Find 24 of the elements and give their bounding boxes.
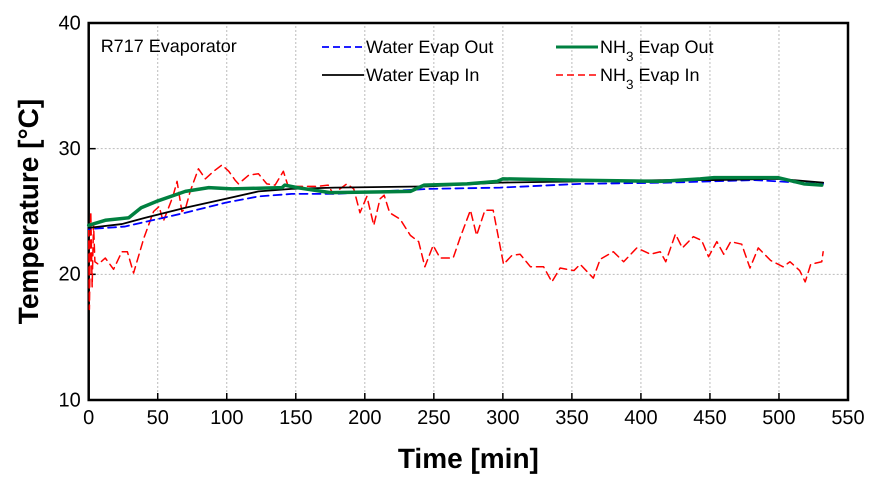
legend-label: NH$_{3}$ Evap In <box>600 65 700 92</box>
x-tick-label: 500 <box>762 407 796 430</box>
y-axis-title: Temperature [°C] <box>13 98 44 324</box>
x-tick-label: 0 <box>83 407 94 430</box>
line-series <box>88 164 824 310</box>
y-tick-label: 30 <box>58 138 81 160</box>
x-tick-label: 350 <box>555 407 589 430</box>
legend-label: Water Evap Out <box>366 37 494 57</box>
y-tick-label: 40 <box>58 12 81 34</box>
x-tick-label: 300 <box>486 407 520 430</box>
x-tick-label: 400 <box>624 407 658 430</box>
x-tick-label: 100 <box>210 407 244 430</box>
x-axis-title: Time [min] <box>398 443 539 474</box>
x-tick-label: 550 <box>831 407 865 430</box>
x-tick-label: 50 <box>146 407 169 430</box>
x-tick-label: 450 <box>693 407 727 430</box>
annotation: R717 Evaporator <box>100 36 237 56</box>
y-tick-label: 10 <box>58 389 81 412</box>
y-tick-label: 20 <box>58 264 81 286</box>
legend-label: NH$_{3}$ Evap Out <box>600 37 714 64</box>
x-tick-label: 150 <box>279 407 312 430</box>
x-tick-label: 250 <box>417 407 451 430</box>
x-tick-label: 200 <box>348 407 382 430</box>
legend-label: Water Evap In <box>366 65 480 85</box>
